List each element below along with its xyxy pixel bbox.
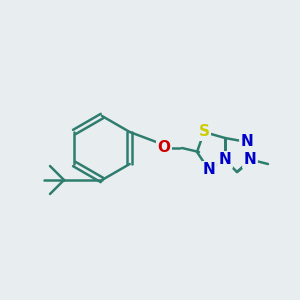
- Text: N: N: [202, 163, 215, 178]
- Text: O: O: [158, 140, 170, 155]
- Text: N: N: [241, 134, 254, 149]
- Text: N: N: [244, 152, 256, 167]
- Text: N: N: [219, 152, 231, 167]
- Text: S: S: [199, 124, 209, 140]
